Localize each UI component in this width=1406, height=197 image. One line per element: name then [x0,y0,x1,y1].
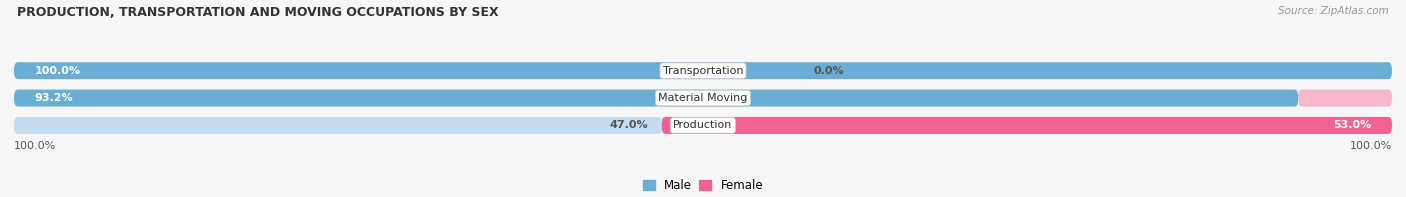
Text: 0.0%: 0.0% [813,66,844,76]
Text: PRODUCTION, TRANSPORTATION AND MOVING OCCUPATIONS BY SEX: PRODUCTION, TRANSPORTATION AND MOVING OC… [17,6,499,19]
FancyBboxPatch shape [14,90,1298,107]
Text: 100.0%: 100.0% [14,141,56,151]
Text: Material Moving: Material Moving [658,93,748,103]
FancyBboxPatch shape [14,117,1392,134]
FancyBboxPatch shape [14,90,1392,107]
Legend: Male, Female: Male, Female [638,175,768,197]
Text: 93.2%: 93.2% [35,93,73,103]
Text: 100.0%: 100.0% [1350,141,1392,151]
FancyBboxPatch shape [14,62,1392,79]
Text: Production: Production [673,120,733,130]
Text: 100.0%: 100.0% [35,66,80,76]
FancyBboxPatch shape [14,62,1392,79]
Text: 47.0%: 47.0% [609,120,648,130]
Text: 53.0%: 53.0% [1333,120,1371,130]
FancyBboxPatch shape [662,117,1392,134]
Text: Source: ZipAtlas.com: Source: ZipAtlas.com [1278,6,1389,16]
FancyBboxPatch shape [1298,90,1392,107]
Text: Transportation: Transportation [662,66,744,76]
FancyBboxPatch shape [14,117,662,134]
